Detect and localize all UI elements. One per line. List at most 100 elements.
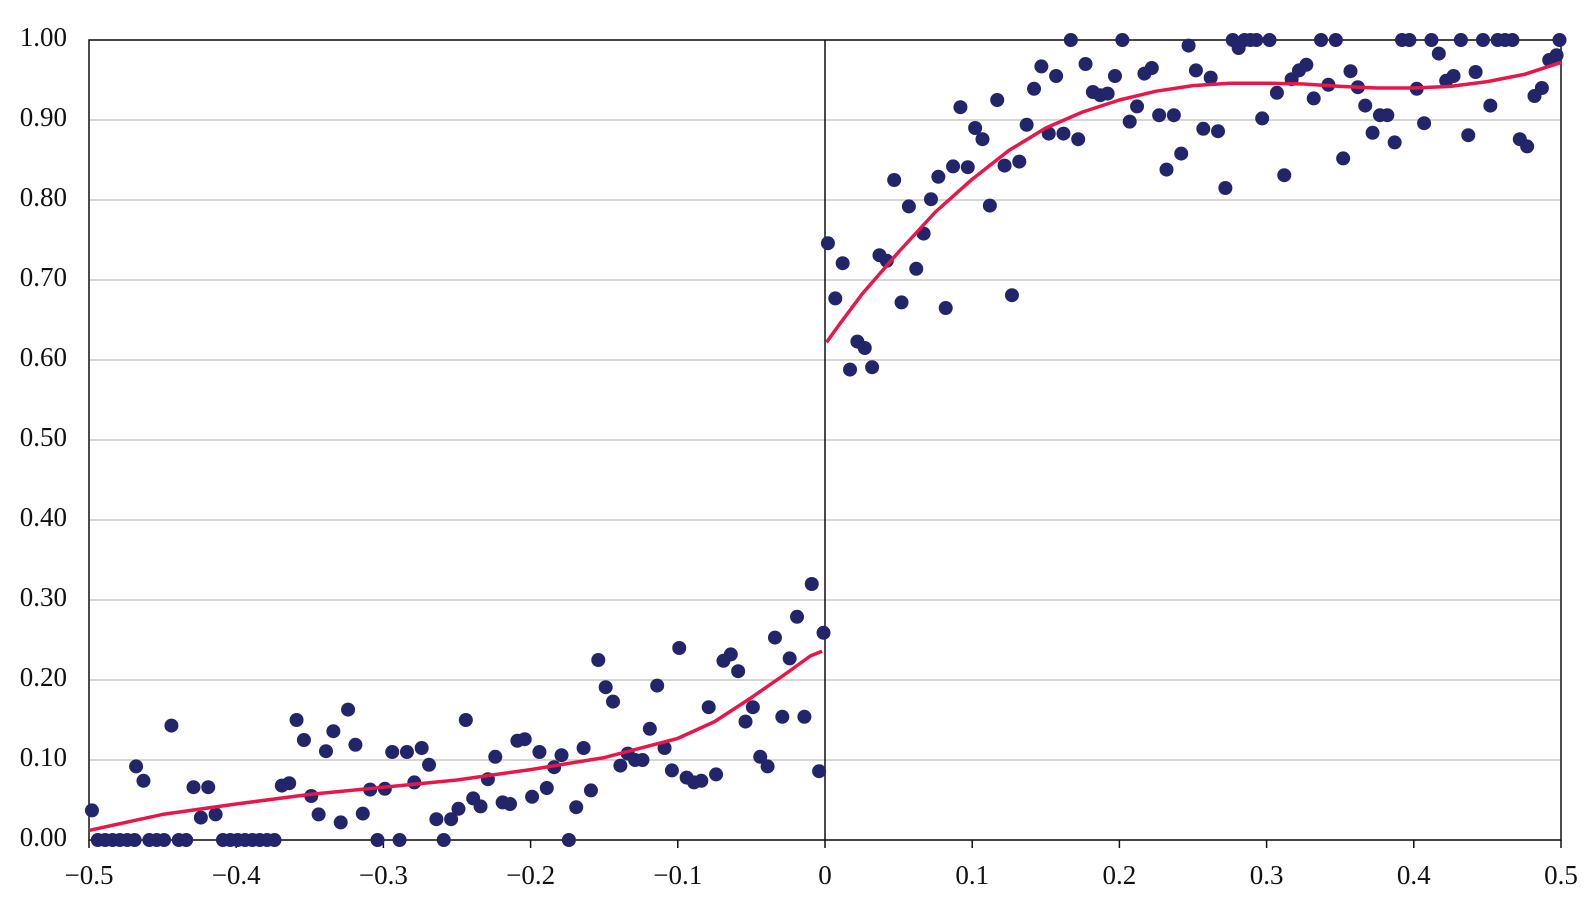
point: [775, 709, 790, 724]
point: [1402, 33, 1417, 47]
point: [1078, 57, 1093, 71]
point: [1027, 81, 1042, 96]
point: [1012, 154, 1027, 169]
point: [1483, 98, 1498, 113]
point: [1107, 69, 1122, 83]
point: [136, 773, 151, 788]
x-tick-label: 0.1: [955, 860, 989, 890]
y-tick-label: 0.10: [20, 742, 67, 772]
point: [1328, 33, 1343, 47]
point: [1188, 63, 1203, 78]
point: [429, 812, 444, 827]
point: [1144, 61, 1159, 75]
point: [723, 647, 738, 662]
point: [701, 700, 716, 715]
y-tick-label: 0.20: [20, 662, 67, 692]
point: [422, 757, 437, 772]
x-tick-label: −0.4: [212, 860, 261, 890]
point: [502, 797, 517, 811]
point: [820, 236, 835, 251]
point: [1269, 85, 1284, 100]
point: [311, 807, 326, 822]
point: [1461, 128, 1476, 143]
point: [923, 192, 938, 207]
point: [1446, 69, 1461, 83]
point: [694, 773, 709, 788]
point: [650, 678, 665, 693]
point: [938, 301, 953, 315]
x-tick-label: −0.2: [506, 860, 555, 890]
point: [1166, 108, 1181, 123]
point: [767, 630, 782, 645]
point: [865, 360, 880, 375]
point: [960, 160, 975, 175]
point: [1453, 33, 1468, 47]
point: [341, 702, 356, 717]
point: [488, 749, 503, 764]
point: [738, 714, 753, 729]
x-tick-label: 0.2: [1103, 860, 1137, 890]
point: [392, 833, 407, 847]
point: [1468, 65, 1483, 79]
point: [1249, 33, 1264, 47]
point: [1336, 151, 1351, 166]
point: [84, 803, 99, 818]
point: [539, 781, 554, 795]
point: [569, 800, 584, 815]
point: [1211, 124, 1226, 139]
point: [1520, 139, 1535, 154]
x-tick-label: 0.5: [1544, 860, 1578, 890]
point: [1174, 146, 1189, 161]
point: [1218, 181, 1233, 195]
x-tick-label: −0.1: [653, 860, 702, 890]
point: [1196, 121, 1211, 136]
point: [613, 758, 628, 773]
point: [179, 833, 194, 847]
point: [1203, 70, 1218, 85]
point: [1004, 288, 1019, 303]
point: [1034, 59, 1049, 74]
point: [997, 158, 1012, 173]
point: [606, 694, 621, 709]
point: [990, 93, 1005, 107]
point: [473, 799, 488, 814]
point: [370, 833, 385, 847]
point: [1475, 33, 1490, 47]
point: [1306, 91, 1321, 106]
y-tick-label: 0.40: [20, 502, 67, 532]
point: [753, 749, 768, 764]
x-tick-label: 0.4: [1397, 860, 1431, 890]
point: [1262, 33, 1277, 47]
point: [1358, 98, 1373, 113]
y-tick-label: 0.30: [20, 582, 67, 612]
point: [931, 169, 946, 184]
point: [451, 801, 466, 816]
point: [1181, 38, 1196, 53]
point: [414, 741, 429, 755]
point: [953, 100, 968, 115]
point: [816, 625, 831, 640]
fit-line: [88, 649, 823, 833]
point: [583, 783, 598, 798]
plot-frame: [88, 39, 1562, 841]
y-tick-label: 0.70: [20, 262, 67, 292]
point: [282, 776, 297, 791]
point: [1130, 99, 1145, 114]
point: [296, 733, 311, 747]
point: [901, 199, 916, 214]
point: [1115, 33, 1130, 47]
point: [267, 833, 282, 847]
point: [554, 748, 569, 763]
point: [348, 737, 363, 752]
point: [532, 745, 547, 759]
y-tick-label: 0.80: [20, 182, 67, 212]
point: [1343, 64, 1358, 79]
point: [458, 713, 473, 727]
point: [1299, 57, 1314, 72]
point: [208, 807, 223, 822]
point: [561, 833, 576, 847]
point: [1071, 132, 1086, 147]
point: [164, 718, 179, 733]
point: [828, 291, 843, 306]
